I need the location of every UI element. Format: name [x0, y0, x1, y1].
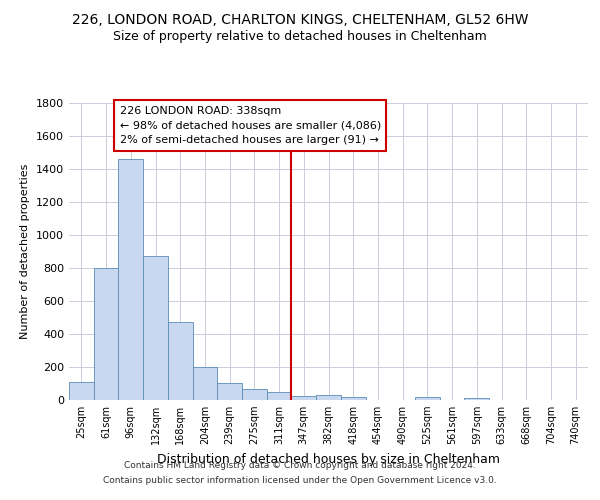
- Text: 226, LONDON ROAD, CHARLTON KINGS, CHELTENHAM, GL52 6HW: 226, LONDON ROAD, CHARLTON KINGS, CHELTE…: [72, 12, 528, 26]
- Y-axis label: Number of detached properties: Number of detached properties: [20, 164, 31, 339]
- Bar: [193, 367, 217, 400]
- Text: 226 LONDON ROAD: 338sqm
← 98% of detached houses are smaller (4,086)
2% of semi-: 226 LONDON ROAD: 338sqm ← 98% of detache…: [119, 106, 381, 146]
- Bar: [69, 382, 94, 400]
- Bar: [94, 268, 118, 400]
- Bar: [143, 256, 168, 400]
- Bar: [168, 322, 193, 400]
- Text: Contains public sector information licensed under the Open Government Licence v3: Contains public sector information licen…: [103, 476, 497, 485]
- Bar: [415, 396, 440, 400]
- Bar: [341, 396, 365, 400]
- Bar: [242, 390, 267, 400]
- Bar: [292, 396, 316, 400]
- Bar: [217, 384, 242, 400]
- Text: Size of property relative to detached houses in Cheltenham: Size of property relative to detached ho…: [113, 30, 487, 43]
- Bar: [267, 392, 292, 400]
- Text: Contains HM Land Registry data © Crown copyright and database right 2024.: Contains HM Land Registry data © Crown c…: [124, 461, 476, 470]
- Bar: [464, 398, 489, 400]
- X-axis label: Distribution of detached houses by size in Cheltenham: Distribution of detached houses by size …: [157, 452, 500, 466]
- Bar: [316, 395, 341, 400]
- Bar: [118, 158, 143, 400]
